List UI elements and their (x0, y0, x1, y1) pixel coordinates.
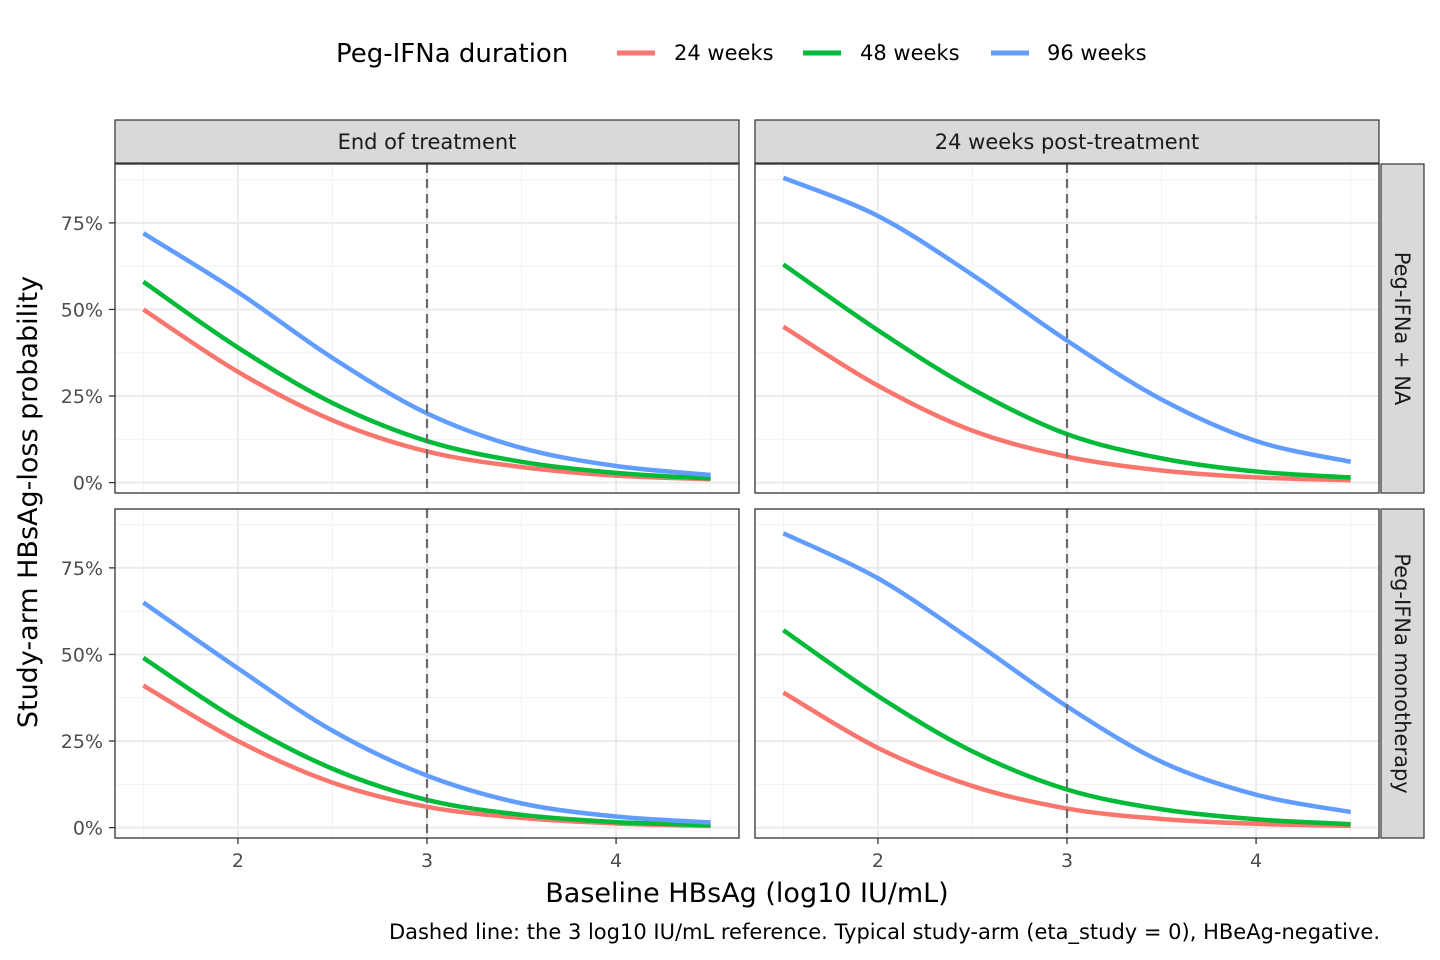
panel-2-1: 0% 25% 50% 75% 2 3 4 (61, 508, 740, 872)
legend-title: Peg-IFNa duration (336, 39, 568, 69)
legend-label-24-weeks: 24 weeks (674, 41, 774, 65)
series-line-48-weeks (782, 262, 1351, 480)
series-line-48-weeks (142, 279, 711, 481)
panel-border (754, 163, 1380, 494)
strip-label-col-2: 24 weeks post-treatment (935, 130, 1199, 154)
y-tick-label: 25% (61, 731, 103, 753)
series-line-48-weeks (782, 628, 1351, 827)
y-tick-label: 75% (61, 558, 103, 580)
y-tick-label: 0% (73, 473, 103, 495)
x-tick-label: 2 (872, 850, 884, 872)
y-axis-title: Study-arm HBsAg-loss probability (13, 276, 44, 728)
x-tick-label: 4 (1250, 850, 1262, 872)
strip-label-row-1: Peg-IFNa + NA (1390, 252, 1414, 406)
column-strip-24-weeks-post-treatment: 24 weeks post-treatment (754, 119, 1380, 164)
caption: Dashed line: the 3 log10 IU/mL reference… (389, 920, 1380, 945)
y-tick-label: 75% (61, 213, 103, 235)
x-axis-title: Baseline HBsAg (log10 IU/mL) (545, 878, 948, 909)
strip-label-col-1: End of treatment (338, 130, 517, 154)
series-line-24-weeks (782, 690, 1351, 829)
x-tick-label: 2 (232, 850, 244, 872)
x-tick-label: 3 (1061, 850, 1073, 872)
series-line-96-weeks (782, 175, 1352, 465)
panel-border (114, 163, 740, 494)
x-tick-label: 3 (421, 850, 433, 872)
y-tick-label: 0% (73, 818, 103, 840)
panel-1-2 (754, 163, 1380, 494)
y-tick-label: 50% (61, 644, 103, 666)
series-line-96-weeks (142, 231, 711, 478)
legend-label-48-weeks: 48 weeks (860, 41, 960, 65)
panel-2-2: 2 3 4 (754, 508, 1380, 872)
panel-1-1: 0% 25% 50% 75% (61, 163, 740, 495)
strip-label-row-2: Peg-IFNa monotherapy (1390, 553, 1414, 793)
row-strip-peg-ifna-na: Peg-IFNa + NA (1380, 163, 1425, 494)
y-tick-label: 25% (61, 386, 103, 408)
legend: Peg-IFNa duration 24 weeks 48 weeks 96 w… (336, 39, 1147, 69)
y-tick-label: 50% (61, 299, 103, 321)
panels: 0% 25% 50% 75% 0% 25% 50% 75% 2 3 4 2 3 4 (61, 163, 1380, 872)
row-strip-peg-ifna-monotherapy: Peg-IFNa monotherapy (1380, 508, 1425, 839)
x-tick-label: 4 (610, 850, 622, 872)
legend-label-96-weeks: 96 weeks (1047, 41, 1147, 65)
column-strip-end-of-treatment: End of treatment (114, 119, 740, 164)
series-line-96-weeks (142, 600, 711, 825)
